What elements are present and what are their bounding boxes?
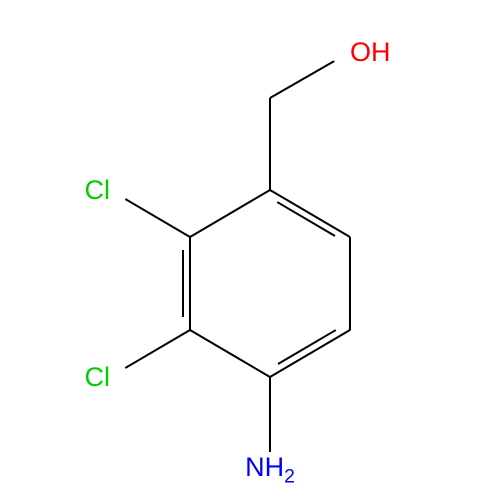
bond-line <box>269 98 271 190</box>
bond-line <box>269 189 350 238</box>
bond-line <box>269 377 271 452</box>
bond-line <box>349 237 351 330</box>
molecule-canvas: OH Cl Cl NH2 <box>0 0 500 500</box>
bond-line <box>277 202 336 238</box>
bond-line <box>125 198 190 238</box>
atom-label-NH2: NH2 <box>245 452 295 488</box>
bond-line <box>277 330 336 366</box>
bond-line <box>125 329 190 369</box>
bond-line <box>189 189 270 238</box>
atom-label-Cl3: Cl <box>85 362 111 393</box>
atom-label-Cl2: Cl <box>85 175 111 206</box>
bond-line <box>270 60 335 99</box>
atom-label-OH: OH <box>350 37 391 68</box>
bond-line <box>269 329 350 378</box>
bond-line <box>189 237 191 330</box>
bond-line <box>182 250 184 317</box>
bond-line <box>189 329 270 378</box>
